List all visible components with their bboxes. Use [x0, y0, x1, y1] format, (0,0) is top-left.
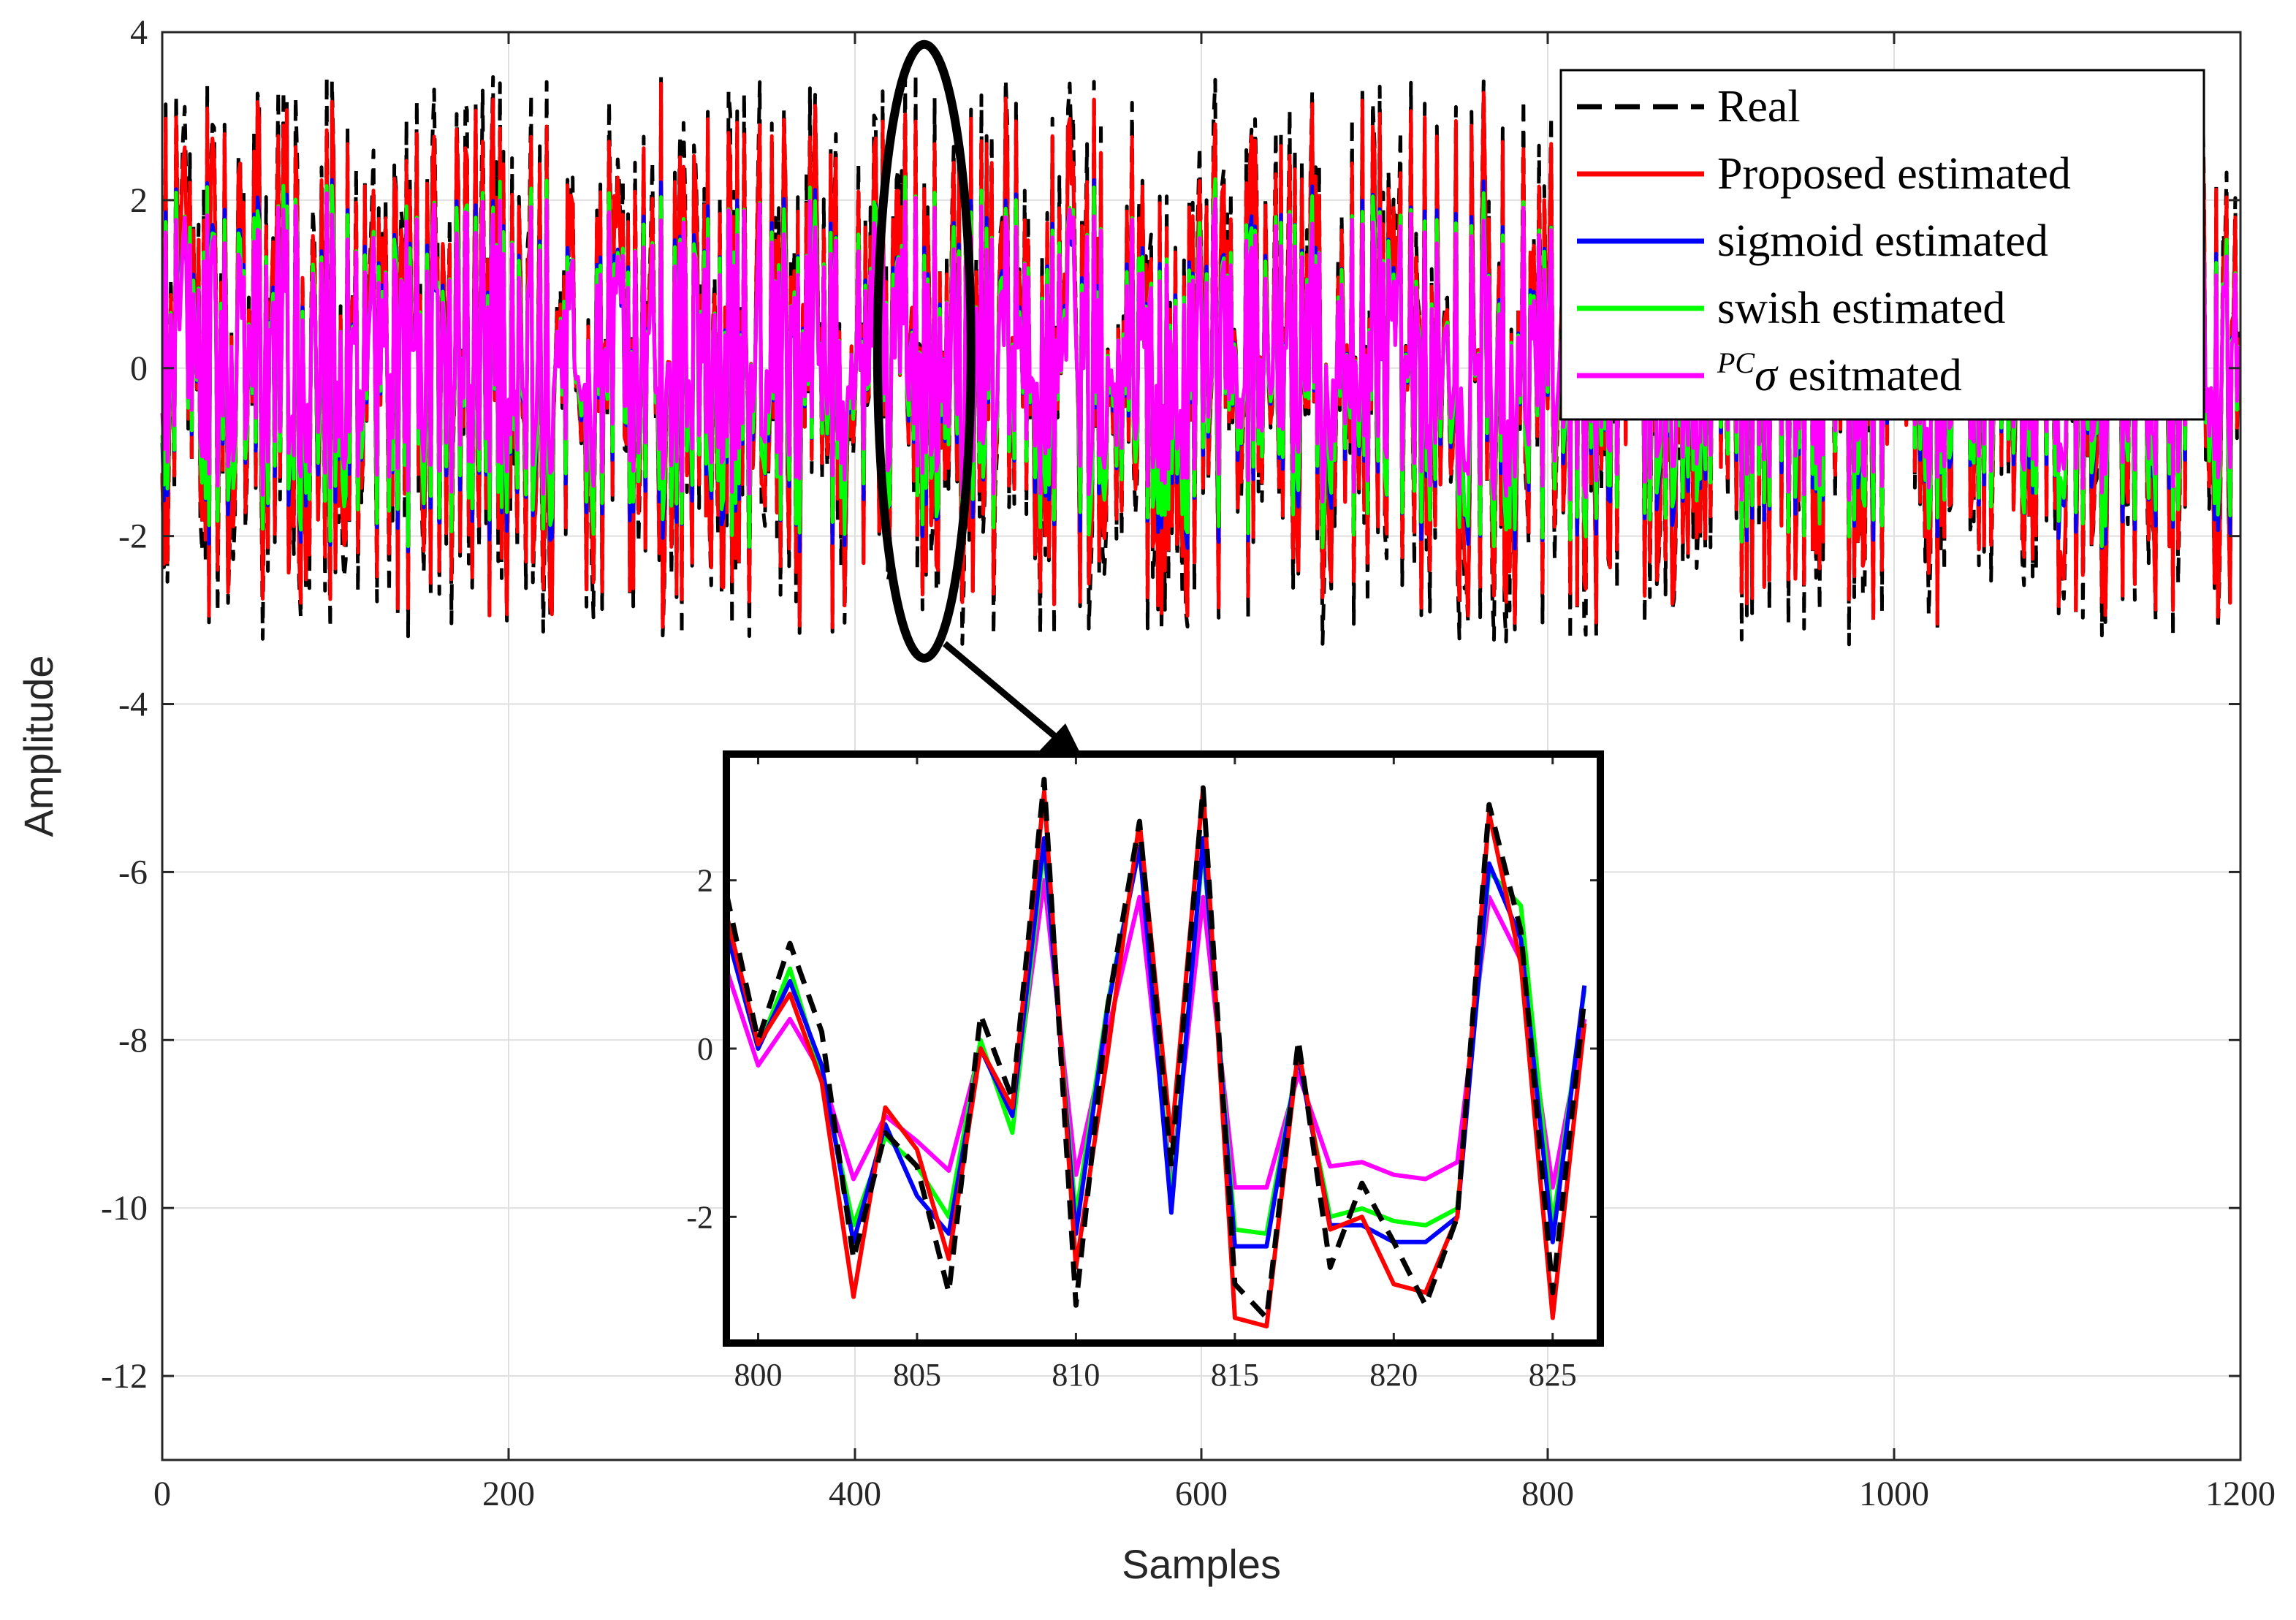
legend-label-1: Real	[1717, 82, 1801, 132]
inset-x-tick-label: 810	[1052, 1357, 1100, 1393]
main-ticks: 0 200 400 600 800 1000 1200 4 2 0 -2 -4 -6 -8 -10 -12	[101, 13, 2276, 1513]
inset-y-tick-label: 0	[697, 1031, 713, 1067]
x-tick-label: 1000	[1859, 1475, 1929, 1513]
legend-label-text: esitmated	[1777, 351, 1962, 400]
x-tick-label: 400	[829, 1475, 881, 1513]
y-tick-label: -8	[118, 1021, 148, 1060]
inset-y-tick-label: -2	[686, 1199, 713, 1235]
inset-frame	[723, 750, 1604, 1347]
legend-superscript: PC	[1717, 346, 1755, 379]
legend: Real Proposed estimated sigmoid estimated s…	[1559, 69, 2205, 421]
y-tick-label: 0	[130, 349, 148, 388]
zoom-ellipse	[873, 39, 976, 663]
y-tick-label: 2	[130, 181, 148, 220]
x-tick-label: 200	[482, 1475, 535, 1513]
legend-symbol: σ	[1755, 351, 1779, 400]
y-tick-label: -12	[101, 1357, 148, 1396]
x-tick-label: 600	[1175, 1475, 1228, 1513]
x-tick-label: 0	[153, 1475, 171, 1513]
y-tick-label: -4	[118, 685, 148, 724]
legend-label-3: sigmoid estimated	[1717, 216, 2048, 266]
x-tick-label: 800	[1521, 1475, 1574, 1513]
y-tick-label: -10	[101, 1189, 148, 1228]
inset-x-tick-label: 805	[893, 1357, 941, 1393]
inset-x-tick-label: 800	[734, 1357, 782, 1393]
inset-series-line-3	[726, 836, 1587, 1249]
legend-label-2: Proposed estimated	[1717, 149, 2071, 199]
inset-zoom-chart: 800 805 810 815 820 825 2 0 -2	[686, 750, 1604, 1393]
inset-x-tick-label: 815	[1211, 1357, 1259, 1393]
inset-x-tick-label: 825	[1529, 1357, 1577, 1393]
y-tick-label: -6	[118, 853, 148, 891]
y-axis-label: Amplitude	[15, 655, 61, 837]
inset-series	[726, 777, 1587, 1328]
inset-x-tick-label: 820	[1369, 1357, 1418, 1393]
zoom-arrow-line	[942, 641, 1066, 747]
inset-y-tick-label: 2	[697, 863, 713, 899]
x-axis-label: Samples	[1122, 1541, 1281, 1587]
legend-label-4: swish estimated	[1717, 284, 2005, 333]
inset-series-line-1	[726, 777, 1587, 1320]
y-tick-label: 4	[130, 13, 148, 52]
legend-label-5: PCσ esitmated	[1717, 346, 1962, 400]
x-tick-label: 1200	[2205, 1475, 2276, 1513]
y-tick-label: -2	[118, 517, 148, 556]
legend-box	[1559, 69, 2205, 421]
